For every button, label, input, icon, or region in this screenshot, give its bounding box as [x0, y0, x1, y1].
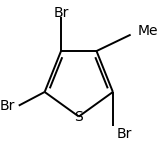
Text: Me: Me [137, 24, 158, 38]
Text: Br: Br [53, 6, 69, 20]
Text: Br: Br [117, 127, 132, 141]
Text: Br: Br [0, 99, 15, 113]
Text: S: S [74, 110, 83, 124]
